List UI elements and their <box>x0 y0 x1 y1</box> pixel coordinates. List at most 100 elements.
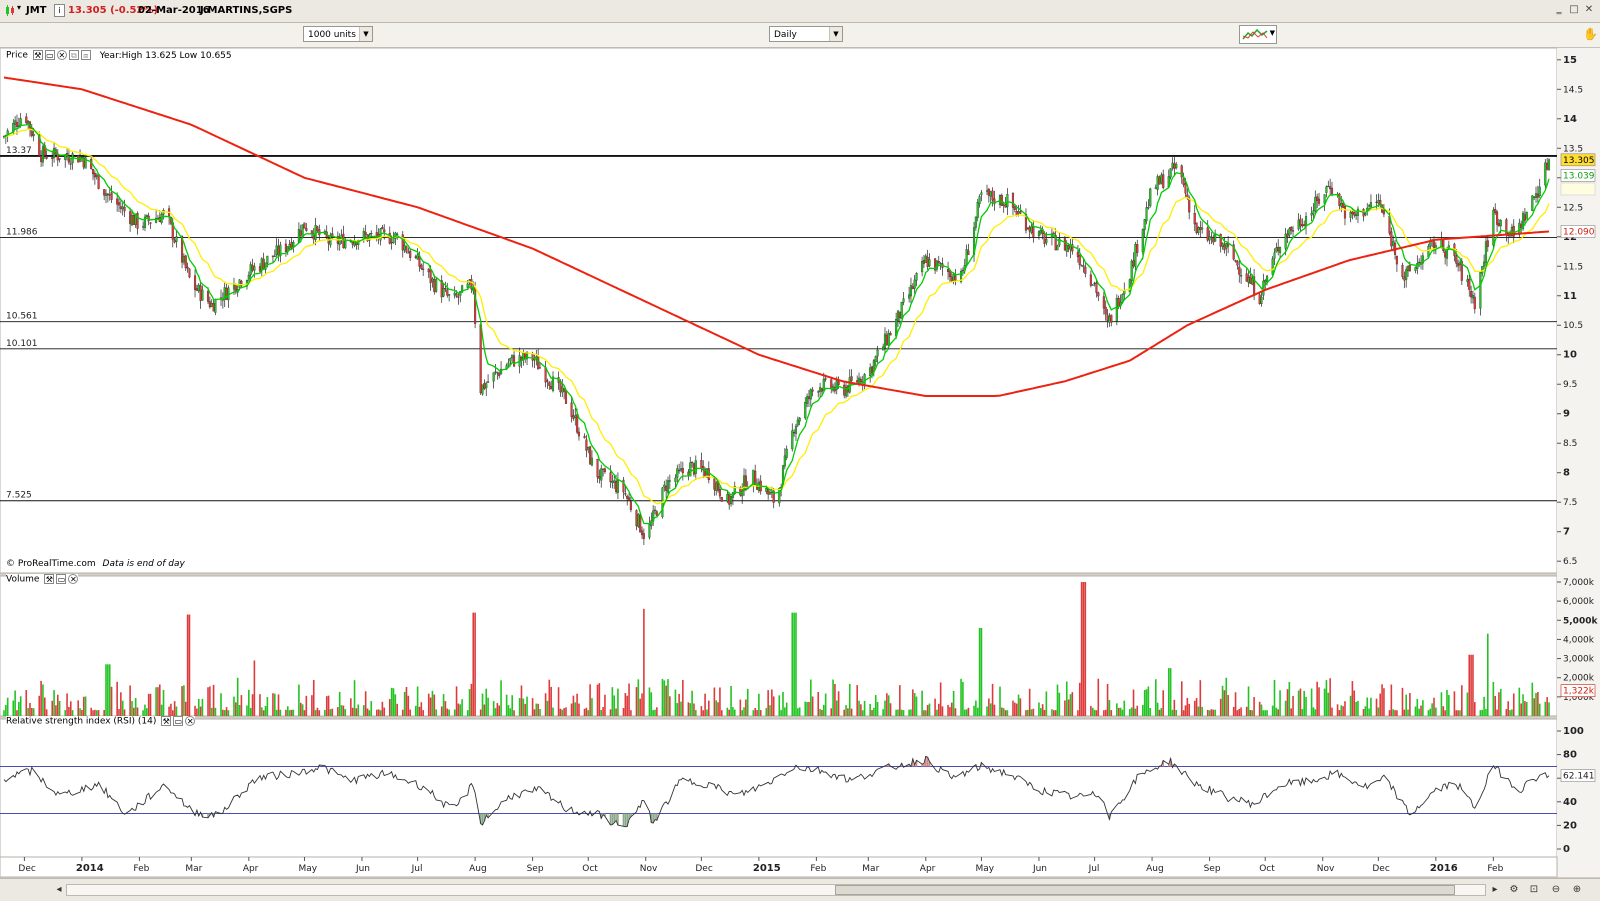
zoom-out-icon[interactable]: ⊖ <box>1551 884 1561 895</box>
candle-body <box>1223 244 1226 251</box>
candle-body <box>1162 174 1165 188</box>
window-icon[interactable]: ▭ <box>56 574 67 584</box>
minimize-icon[interactable]: ‗ <box>1556 4 1562 15</box>
wrench-icon[interactable]: ⚒ <box>44 574 55 584</box>
candle-body <box>1193 212 1196 225</box>
chart-type-button[interactable]: ▼ <box>1239 25 1277 44</box>
candlestick-icon[interactable] <box>5 5 15 16</box>
rsi-tick-label: 0 <box>1563 844 1570 855</box>
close-icon[interactable]: ✕ <box>185 716 196 726</box>
volume-bar <box>277 694 280 716</box>
time-scrollbar[interactable]: ◂ ▸ ⚙ ⊡ ⊖ ⊕ <box>0 878 1600 901</box>
chevron-down-icon[interactable]: ▼ <box>829 27 842 41</box>
volume-bar <box>650 692 653 716</box>
volume-bar <box>392 688 395 716</box>
candle-body <box>674 477 677 483</box>
last-value-label: 13.305 <box>1563 156 1595 166</box>
volume-bar <box>331 708 334 716</box>
chevron-down-icon[interactable]: ▼ <box>1269 29 1275 37</box>
volume-bar <box>355 708 358 716</box>
scrollbar-track[interactable] <box>66 884 1486 896</box>
candle-body <box>1538 186 1541 197</box>
volume-bar <box>695 710 697 716</box>
candle-body <box>1028 227 1031 232</box>
window-icon[interactable]: ▭ <box>173 716 184 726</box>
candle-body <box>1004 204 1007 208</box>
copy-icon[interactable]: ⧉ <box>68 50 79 60</box>
volume-bar <box>1056 684 1059 716</box>
candle-body <box>576 414 579 433</box>
time-tick-label: Feb <box>133 864 149 874</box>
candle-body <box>1095 282 1098 293</box>
zoom-fit-icon[interactable]: ⊡ <box>1529 884 1539 895</box>
candle-body <box>181 236 184 263</box>
window-icon[interactable]: ▭ <box>44 50 55 60</box>
volume-bar <box>758 693 760 716</box>
wrench-icon[interactable]: ⚒ <box>32 50 43 60</box>
maximize-icon[interactable]: □ <box>1569 4 1579 15</box>
candle-body <box>25 116 28 124</box>
volume-bar <box>162 689 165 716</box>
time-tick-label: May <box>298 864 317 874</box>
candle-body <box>577 431 581 437</box>
restore-icon[interactable]: ⧈ <box>80 50 91 60</box>
candle-body <box>1082 265 1085 268</box>
symbol-dropdown-icon[interactable]: ▾ <box>17 3 22 12</box>
scrollbar-thumb[interactable] <box>835 885 1455 895</box>
pan-icon[interactable]: ✋ <box>1583 27 1598 41</box>
symbol-label[interactable]: JMT <box>26 5 47 16</box>
candle-body <box>292 241 295 247</box>
close-icon[interactable]: ✕ <box>56 50 67 60</box>
close-icon[interactable]: ✕ <box>1584 4 1594 15</box>
period-select[interactable]: Daily ▼ <box>769 26 843 42</box>
candle-body <box>1249 275 1252 284</box>
candle-body <box>1299 218 1302 227</box>
arrow-left-icon[interactable]: ◂ <box>56 884 62 895</box>
volume-bar <box>993 704 996 716</box>
level-label: 10.101 <box>6 339 38 349</box>
volume-bar <box>259 694 261 716</box>
volume-bar <box>483 704 486 716</box>
volume-bar <box>988 698 990 716</box>
candle-body <box>1303 224 1306 227</box>
candle-body <box>494 371 497 373</box>
time-tick-label: 2015 <box>753 863 781 874</box>
candle-body <box>513 355 516 367</box>
candle-body <box>1115 298 1118 322</box>
candle-body <box>1071 244 1074 252</box>
units-select[interactable]: 1000 units ▼ <box>303 26 373 42</box>
volume-bar <box>665 685 667 716</box>
volume-bar <box>1136 705 1139 716</box>
wrench-icon[interactable]: ⚒ <box>161 716 172 726</box>
volume-bar <box>793 612 795 716</box>
candle-body <box>965 249 968 266</box>
candle-body <box>500 368 503 375</box>
close-icon[interactable]: ✕ <box>68 574 79 584</box>
candle-body <box>444 288 447 290</box>
volume-bar <box>251 694 254 716</box>
arrow-right-icon[interactable]: ▸ <box>1492 884 1498 895</box>
volume-bar <box>687 702 690 716</box>
volume-bar <box>285 709 287 716</box>
volume-bar <box>207 687 209 716</box>
info-icon[interactable]: i <box>54 4 65 17</box>
volume-bar <box>1325 680 1328 716</box>
volume-bar <box>1453 691 1456 716</box>
candle-body <box>303 222 306 229</box>
volume-bar <box>550 686 552 716</box>
chart-settings-icon[interactable]: ⚙ <box>1509 884 1519 895</box>
candle-body <box>1329 186 1332 190</box>
candle-body <box>980 192 983 196</box>
candle-body <box>1455 255 1458 264</box>
candle-body <box>1210 236 1213 238</box>
candle-body <box>1106 314 1109 321</box>
chevron-down-icon[interactable]: ▼ <box>359 27 372 41</box>
candle-body <box>850 376 853 381</box>
volume-bar <box>596 684 599 716</box>
zoom-in-icon[interactable]: ⊕ <box>1572 884 1582 895</box>
candle-body <box>1260 296 1263 305</box>
volume-bar <box>1132 689 1135 716</box>
volume-bar <box>674 689 677 716</box>
candle-body <box>388 232 391 244</box>
candle-body <box>290 242 293 249</box>
